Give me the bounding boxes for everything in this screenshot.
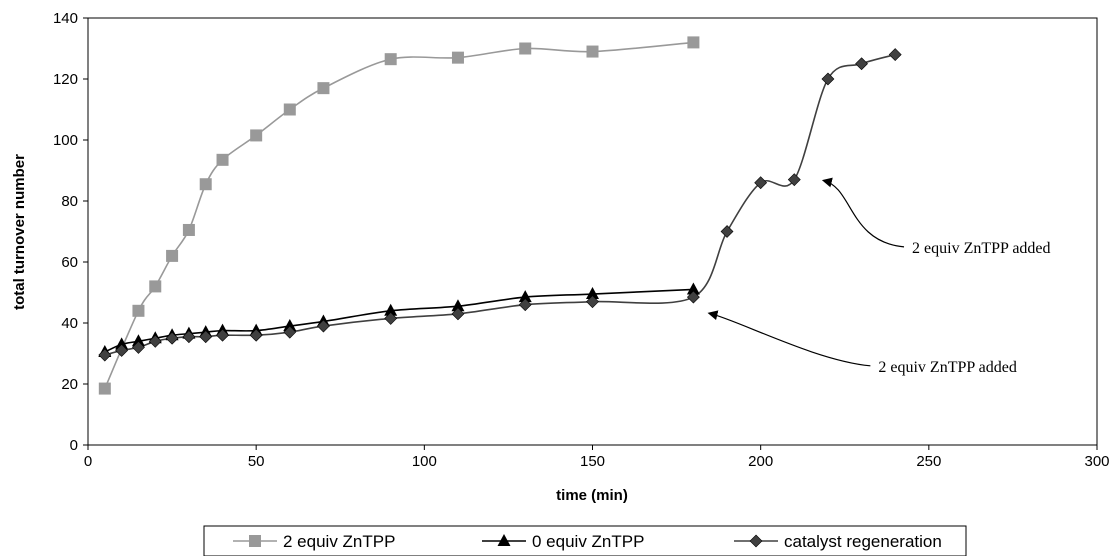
data-point-catalyst-regeneration — [317, 319, 330, 333]
data-point-catalyst-regeneration — [855, 57, 868, 71]
data-point-catalyst-regeneration — [148, 334, 162, 348]
legend-label-catalyst-regeneration: catalyst regeneration — [784, 532, 942, 551]
data-point-0-equiv-zntpp — [131, 334, 145, 347]
data-point-catalyst-regeneration — [384, 312, 398, 325]
data-point-0-equiv-zntpp — [686, 282, 700, 295]
y-axis-label: total turnover number — [11, 154, 28, 310]
data-point-2-equiv-zntpp — [283, 103, 296, 116]
data-point-catalyst-regeneration — [451, 307, 465, 321]
data-point-2-equiv-zntpp — [317, 82, 330, 95]
data-point-catalyst-regeneration — [132, 340, 145, 354]
data-point-catalyst-regeneration — [821, 72, 835, 86]
data-point-0-equiv-zntpp — [451, 299, 465, 312]
data-point-catalyst-regeneration — [165, 331, 179, 345]
data-point-catalyst-regeneration — [787, 173, 801, 187]
data-point-catalyst-regeneration — [720, 225, 734, 238]
data-point-catalyst-regeneration — [518, 298, 532, 312]
annotation-text: 2 equiv ZnTPP added — [878, 359, 1017, 376]
x-tick-label: 250 — [916, 453, 941, 470]
data-point-2-equiv-zntpp — [586, 45, 599, 58]
data-point-2-equiv-zntpp — [182, 223, 195, 236]
legend-marker-catalyst-regeneration — [749, 534, 763, 548]
data-point-catalyst-regeneration — [182, 330, 196, 344]
annotation-arrow — [821, 177, 905, 248]
data-point-catalyst-regeneration — [754, 176, 768, 190]
plot-area — [87, 17, 1098, 446]
data-point-catalyst-regeneration — [283, 325, 297, 339]
annotation-text: 2 equiv ZnTPP added — [912, 240, 1050, 257]
data-point-catalyst-regeneration — [216, 328, 229, 342]
data-point-0-equiv-zntpp — [586, 287, 599, 300]
y-tick-label: 20 — [61, 376, 78, 393]
x-tick-label: 300 — [1084, 453, 1109, 470]
data-point-catalyst-regeneration — [249, 328, 263, 342]
y-tick-label: 140 — [53, 10, 78, 27]
data-point-2-equiv-zntpp — [199, 178, 212, 191]
data-point-catalyst-regeneration — [686, 290, 700, 304]
data-point-0-equiv-zntpp — [115, 337, 129, 350]
annotation-arrow — [707, 310, 871, 367]
x-tick-label: 0 — [84, 453, 92, 470]
y-tick-label: 100 — [53, 132, 78, 149]
legend-marker-2-equiv-zntpp — [249, 535, 261, 547]
y-tick-label: 120 — [53, 71, 78, 88]
data-point-2-equiv-zntpp — [149, 280, 162, 293]
data-point-2-equiv-zntpp — [687, 36, 700, 49]
x-tick-label: 200 — [748, 453, 773, 470]
x-tick-label: 100 — [412, 453, 437, 470]
x-axis-label: time (min) — [556, 487, 628, 504]
data-point-2-equiv-zntpp — [98, 382, 111, 395]
data-point-catalyst-regeneration — [98, 348, 112, 362]
y-tick-label: 0 — [70, 437, 78, 454]
data-point-0-equiv-zntpp — [518, 290, 532, 303]
data-point-0-equiv-zntpp — [283, 319, 297, 332]
data-point-2-equiv-zntpp — [384, 53, 397, 66]
data-point-2-equiv-zntpp — [216, 153, 229, 166]
data-point-catalyst-regeneration — [888, 48, 902, 62]
legend-label-0-equiv-zntpp: 0 equiv ZnTPP — [532, 532, 644, 551]
data-point-2-equiv-zntpp — [132, 304, 145, 317]
legend-marker-0-equiv-zntpp — [497, 534, 511, 546]
data-point-2-equiv-zntpp — [250, 129, 263, 142]
y-tick-label: 60 — [61, 254, 78, 271]
data-point-0-equiv-zntpp — [384, 303, 398, 316]
legend-label-2-equiv-zntpp: 2 equiv ZnTPP — [283, 532, 395, 551]
x-tick-label: 150 — [580, 453, 605, 470]
data-point-2-equiv-zntpp — [519, 42, 532, 55]
legend — [203, 525, 967, 556]
data-point-2-equiv-zntpp — [451, 51, 464, 64]
y-tick-label: 40 — [61, 315, 78, 332]
data-point-catalyst-regeneration — [199, 330, 213, 344]
data-point-catalyst-regeneration — [586, 295, 599, 309]
x-tick-label: 50 — [248, 453, 265, 470]
data-point-catalyst-regeneration — [115, 344, 129, 357]
y-tick-label: 80 — [61, 193, 78, 210]
data-point-2-equiv-zntpp — [166, 249, 179, 262]
